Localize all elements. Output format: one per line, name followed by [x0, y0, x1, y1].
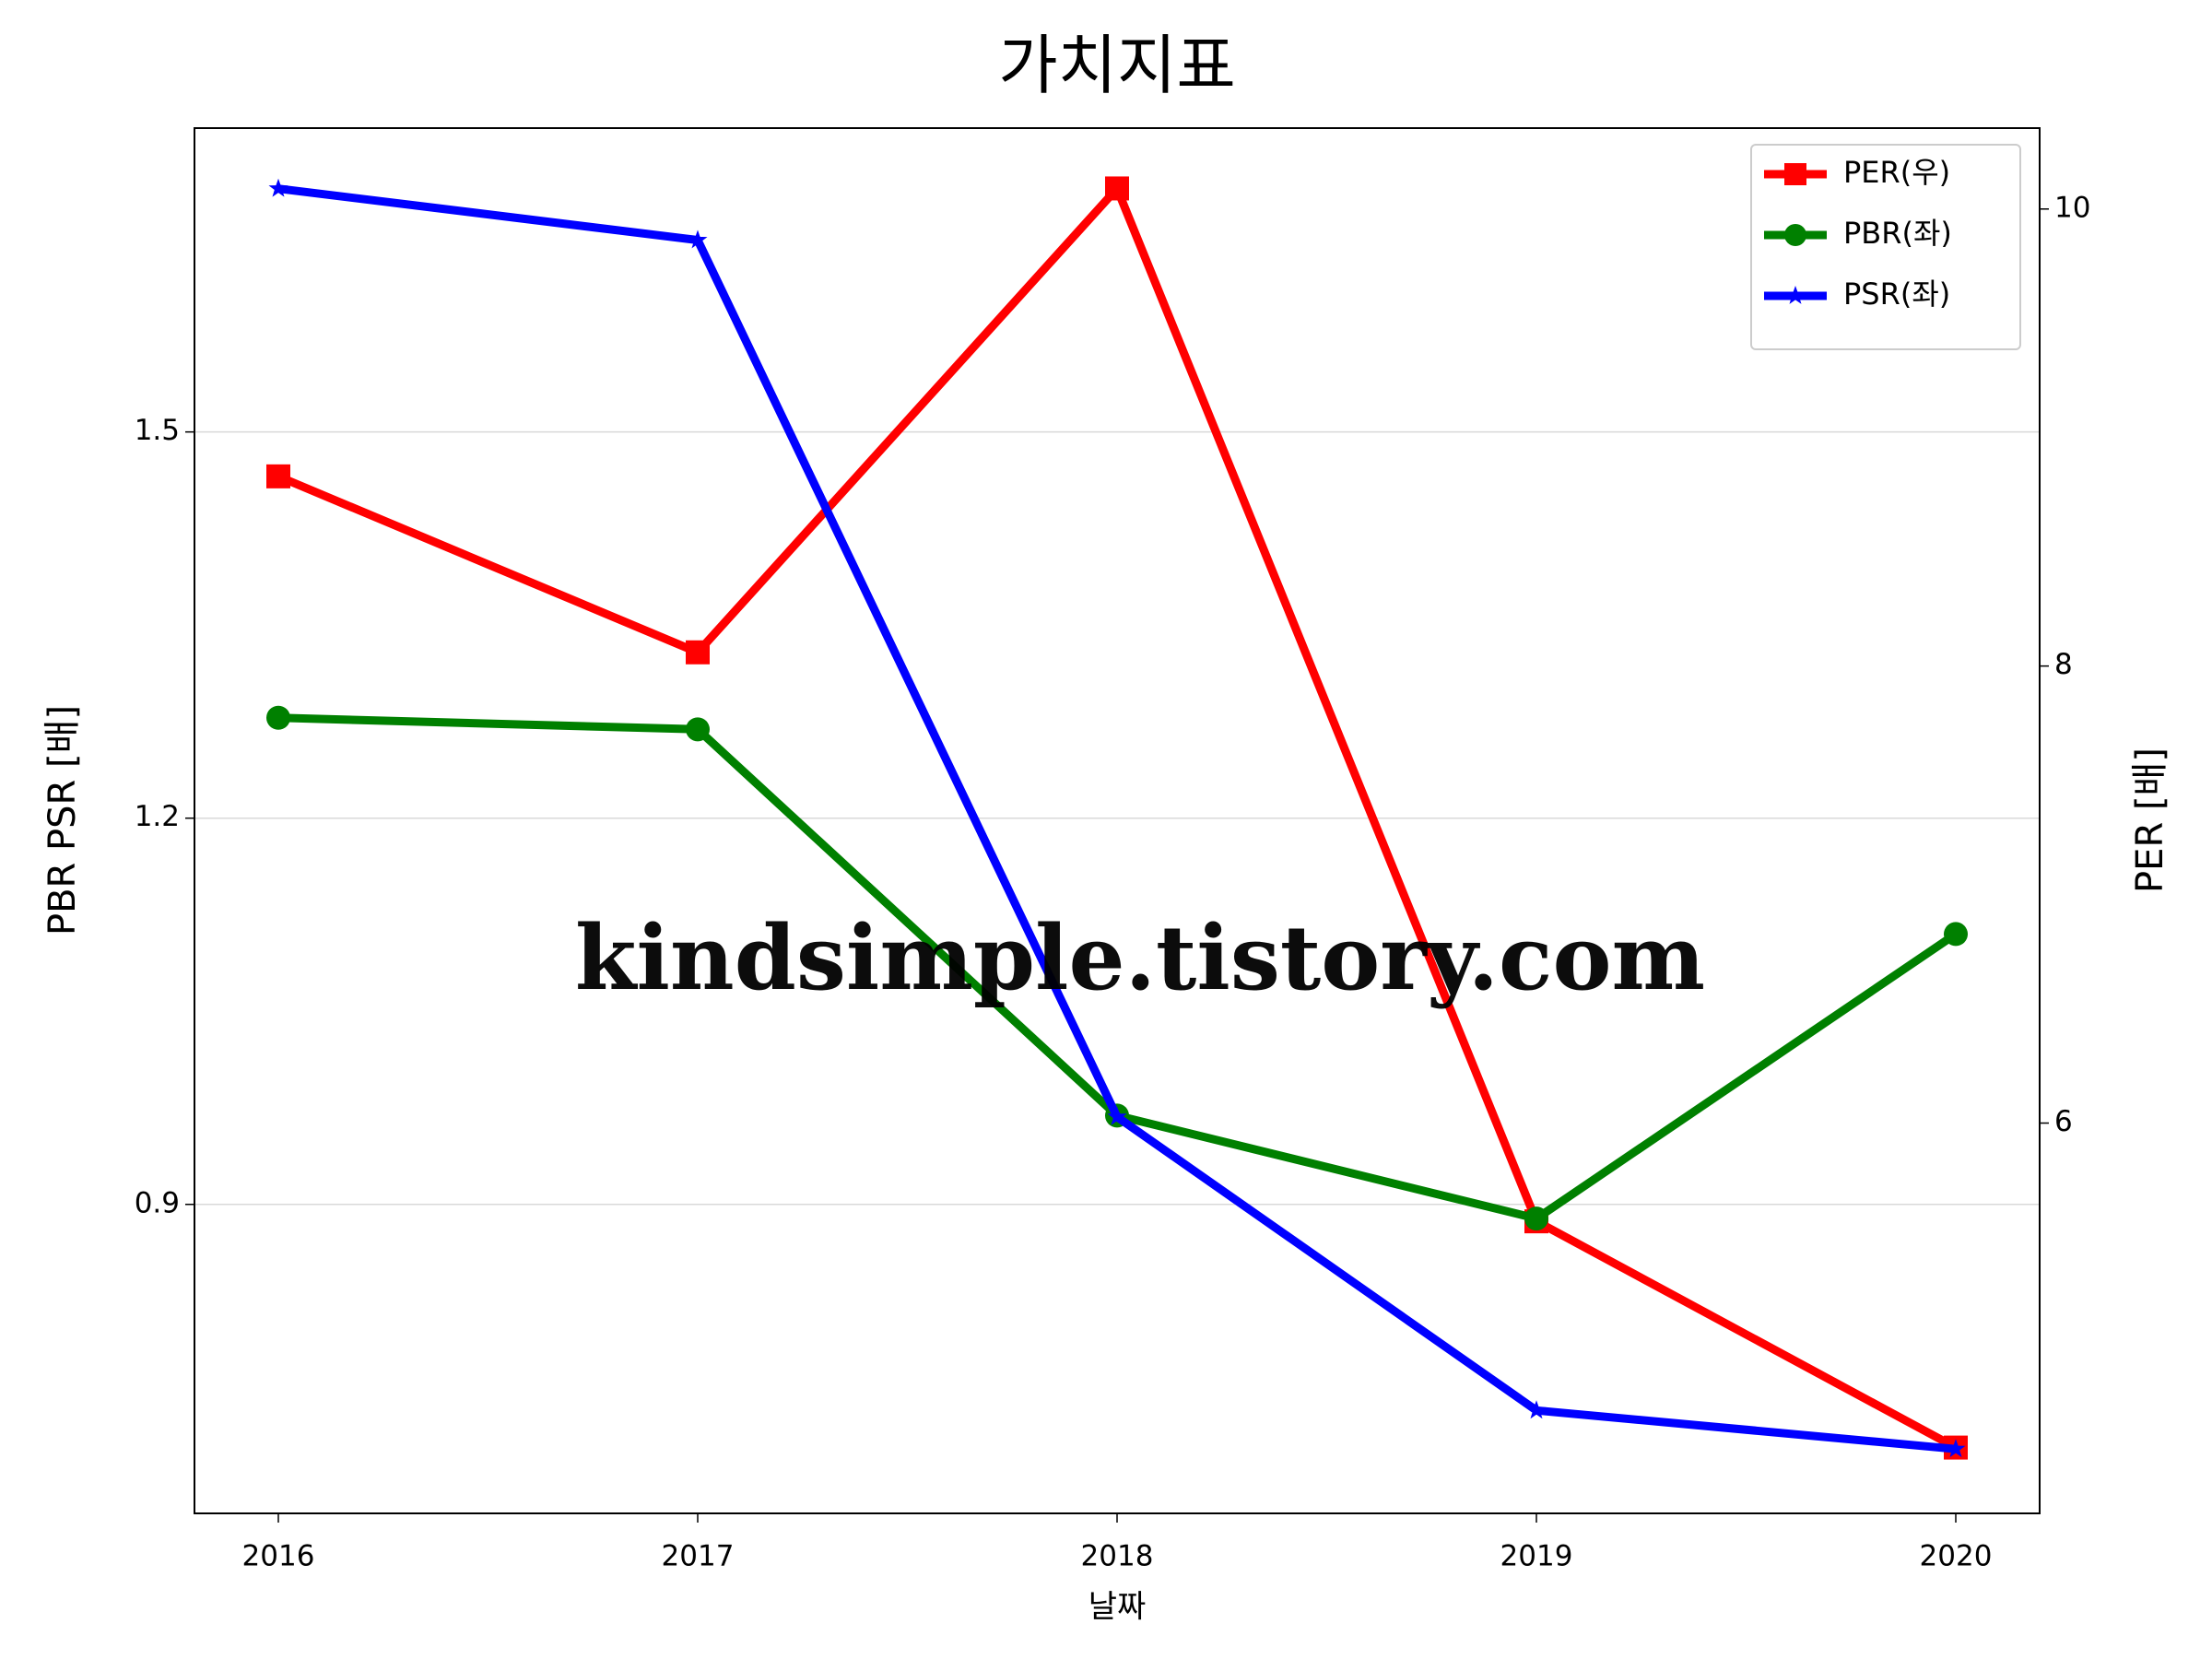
- y-axis-label: PBR PSR [배]: [41, 705, 84, 935]
- x-tick-label: 2017: [662, 1540, 735, 1573]
- marker: [1526, 1400, 1547, 1419]
- marker: [1107, 1106, 1127, 1125]
- marker: [1944, 922, 1968, 947]
- y-tick-label: 0.9: [135, 1186, 180, 1219]
- legend-label: PBR(좌): [1843, 216, 1952, 251]
- marker: [688, 229, 708, 249]
- y-tick-label: 1.5: [135, 414, 180, 447]
- legend-marker: [1784, 163, 1806, 185]
- legend-marker: [1785, 286, 1806, 304]
- y2-axis-label: PER [배]: [2129, 747, 2171, 893]
- marker: [686, 717, 710, 742]
- legend-label: PER(우): [1843, 155, 1950, 190]
- y2-tick-label: 10: [2054, 191, 2090, 224]
- legend-label: PSR(좌): [1843, 276, 1950, 312]
- legend-marker: [1784, 224, 1806, 246]
- y-tick-label: 1.2: [135, 800, 180, 833]
- marker: [266, 705, 290, 730]
- x-axis-label: 날짜: [1088, 1589, 1147, 1626]
- y2-tick-label: 6: [2054, 1105, 2073, 1138]
- x-tick-label: 2016: [242, 1540, 315, 1573]
- x-tick-label: 2018: [1081, 1540, 1154, 1573]
- marker: [1946, 1439, 1966, 1458]
- chart-title: 가치지표: [998, 28, 1236, 103]
- plot-frame: [194, 127, 2041, 1514]
- marker: [1524, 1206, 1548, 1231]
- marker: [686, 640, 710, 665]
- marker: [1105, 176, 1129, 201]
- y2-tick-label: 8: [2054, 648, 2073, 681]
- marker: [268, 178, 288, 197]
- watermark: kindsimple.tistory.com: [575, 906, 1705, 1010]
- marker: [266, 464, 290, 488]
- x-tick-label: 2019: [1500, 1540, 1573, 1573]
- x-tick-label: 2020: [1920, 1540, 1993, 1573]
